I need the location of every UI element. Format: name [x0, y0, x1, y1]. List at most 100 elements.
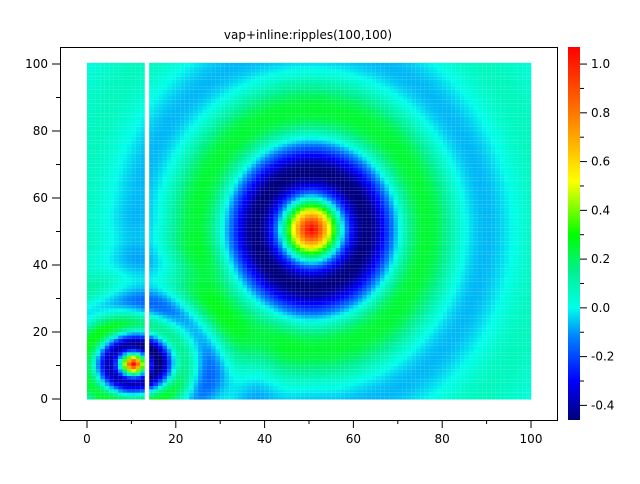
heatmap-cell: [273, 62, 279, 67]
heatmap-cell: [189, 322, 194, 326]
heatmap-cell: [149, 96, 154, 100]
heatmap-cell: [198, 231, 203, 235]
heatmap-cell: [246, 187, 252, 191]
heatmap-cell: [220, 113, 225, 117]
heatmap-cell: [220, 66, 225, 70]
heatmap-cell: [242, 251, 247, 255]
heatmap-cell: [175, 301, 181, 306]
heatmap-cell: [126, 150, 132, 154]
heatmap-cell: [118, 133, 123, 137]
heatmap-cell: [189, 338, 194, 343]
heatmap-cell: [113, 298, 119, 302]
heatmap-cell: [122, 204, 128, 208]
heatmap-cell: [215, 214, 221, 218]
heatmap-cell: [282, 99, 287, 104]
heatmap-cell: [206, 227, 212, 232]
heatmap-cell: [193, 308, 199, 312]
heatmap-cell: [153, 146, 159, 151]
heatmap-cell: [162, 163, 167, 168]
heatmap-cell: [95, 62, 101, 67]
heatmap-cell: [269, 160, 274, 164]
heatmap-cell: [109, 116, 114, 121]
heatmap-cell: [202, 379, 207, 383]
heatmap-cell: [95, 66, 101, 70]
heatmap-cell: [162, 200, 167, 205]
heatmap-cell: [211, 375, 216, 380]
heatmap-cell: [158, 389, 163, 393]
heatmap-cell: [220, 143, 225, 147]
heatmap-cell: [189, 254, 194, 259]
heatmap-cell: [309, 163, 314, 168]
heatmap-cell: [264, 338, 270, 343]
heatmap-cell: [251, 160, 256, 164]
heatmap-cell: [286, 89, 292, 94]
heatmap-cell: [87, 116, 92, 121]
heatmap-cell: [166, 157, 172, 161]
heatmap-cell: [286, 227, 292, 232]
heatmap-cell: [238, 315, 243, 319]
heatmap-cell: [304, 86, 310, 90]
heatmap-cell: [278, 234, 283, 238]
heatmap-cell: [211, 157, 216, 161]
heatmap-cell: [220, 116, 225, 121]
heatmap-cell: [113, 342, 119, 346]
heatmap-cell: [180, 123, 185, 127]
heatmap-cell: [264, 190, 270, 195]
heatmap-cell: [158, 261, 163, 265]
heatmap-cell: [286, 194, 292, 198]
heatmap-cell: [166, 389, 172, 393]
heatmap-cell: [135, 305, 141, 309]
heatmap-cell: [171, 72, 176, 77]
heatmap-cell: [282, 227, 287, 232]
heatmap-cell: [198, 372, 203, 376]
heatmap-cell: [229, 194, 234, 198]
heatmap-cell: [291, 268, 296, 272]
heatmap-cell: [91, 318, 96, 323]
heatmap-cell: [180, 62, 185, 67]
heatmap-cell: [229, 359, 234, 363]
heatmap-cell: [282, 194, 287, 198]
heatmap-cell: [246, 305, 252, 309]
heatmap-cell: [278, 251, 283, 255]
heatmap-cell: [109, 244, 114, 248]
heatmap-cell: [175, 204, 181, 208]
heatmap-cell: [300, 375, 305, 380]
heatmap-cell: [269, 345, 274, 349]
heatmap-cell: [260, 278, 265, 282]
heatmap-cell: [189, 190, 194, 195]
heatmap-cell: [162, 271, 167, 275]
heatmap-cell: [166, 83, 172, 87]
heatmap-cell: [224, 335, 230, 339]
heatmap-cell: [264, 109, 270, 114]
heatmap-cell: [193, 288, 199, 292]
heatmap-cell: [158, 76, 163, 80]
heatmap-cell: [286, 298, 292, 302]
heatmap-cell: [264, 298, 270, 302]
heatmap-cell: [300, 332, 305, 336]
heatmap-cell: [87, 160, 92, 164]
heatmap-cell: [180, 140, 185, 144]
heatmap-cell: [87, 173, 92, 178]
heatmap-cell: [202, 274, 207, 279]
heatmap-cell: [140, 298, 145, 302]
heatmap-cell: [291, 173, 296, 178]
heatmap-cell: [153, 261, 159, 265]
heatmap-cell: [175, 126, 181, 131]
heatmap-cell: [215, 285, 221, 289]
heatmap-cell: [180, 372, 185, 376]
heatmap-cell: [264, 184, 270, 188]
heatmap-cell: [255, 247, 261, 252]
heatmap-cell: [233, 76, 239, 80]
heatmap-cell: [251, 170, 256, 174]
heatmap-cell: [171, 258, 176, 262]
heatmap-cell: [233, 140, 239, 144]
heatmap-cell: [215, 133, 221, 137]
heatmap-cell: [264, 99, 270, 104]
heatmap-cell: [295, 227, 301, 232]
heatmap-cell: [126, 140, 132, 144]
heatmap-cell: [238, 190, 243, 195]
heatmap-cell: [166, 93, 172, 97]
heatmap-cell: [269, 237, 274, 242]
heatmap-cell: [233, 123, 239, 127]
heatmap-cell: [220, 359, 225, 363]
